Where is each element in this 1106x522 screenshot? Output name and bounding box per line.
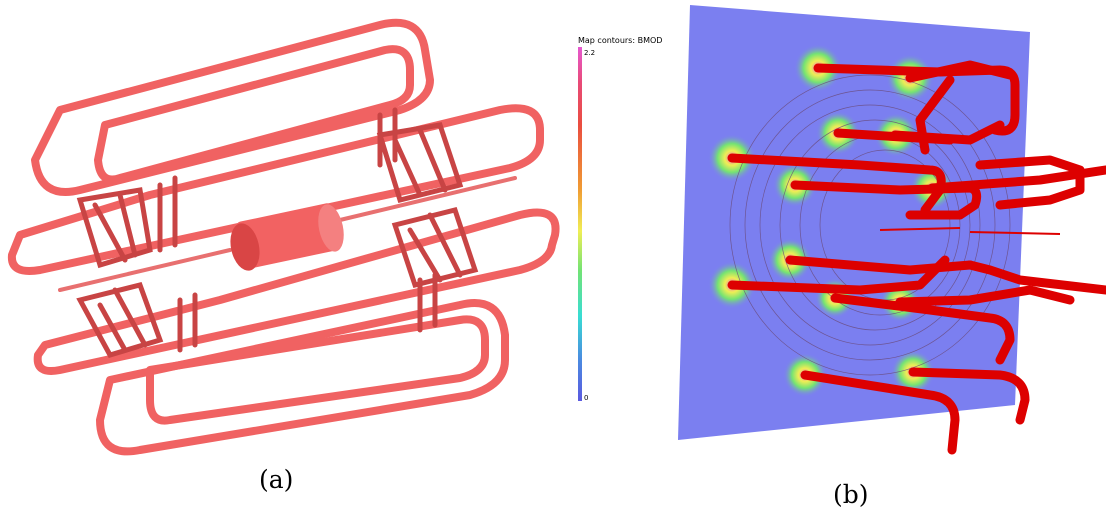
legend-min-label: 0: [584, 394, 589, 402]
upper-racetrack-coil-inner: [94, 45, 414, 184]
left-lower-end-coil: [76, 282, 164, 358]
field-colorbar-legend: Map contours: BMOD 2.2 0: [566, 36, 676, 416]
field-contours: [729, 74, 1011, 376]
upper-racetrack-coil: [31, 18, 434, 196]
coil-assembly-drawing: [7, 18, 560, 456]
mid-lower-racetrack-coil: [33, 208, 560, 375]
lower-racetrack-coil: [96, 299, 509, 456]
beam-line-right: [338, 176, 517, 222]
right-lower-end-coil: [391, 207, 479, 288]
caption-b: (b): [833, 480, 869, 509]
left-upper-end-coil: [76, 187, 153, 269]
right-upper-end-coil: [376, 122, 464, 204]
center-beam-lines: [879, 227, 1061, 235]
legend-gradient-bar: [578, 47, 582, 401]
lower-racetrack-coil-inner: [146, 315, 489, 425]
legend-title: Map contours: BMOD: [578, 36, 663, 45]
field-map-drawing: [678, 5, 1106, 455]
coil-bars: [727, 60, 1106, 455]
field-plane: [678, 5, 1030, 440]
coil-assembly-view: (a): [7, 18, 560, 494]
legend-max-label: 2.2: [584, 49, 596, 57]
support-struts: [157, 107, 438, 353]
central-cylinder: [230, 203, 344, 271]
beam-line-left: [58, 248, 232, 292]
caption-a: (a): [259, 465, 294, 494]
field-map-view: (b): [670, 0, 1106, 522]
mid-upper-racetrack-coil: [7, 104, 544, 275]
